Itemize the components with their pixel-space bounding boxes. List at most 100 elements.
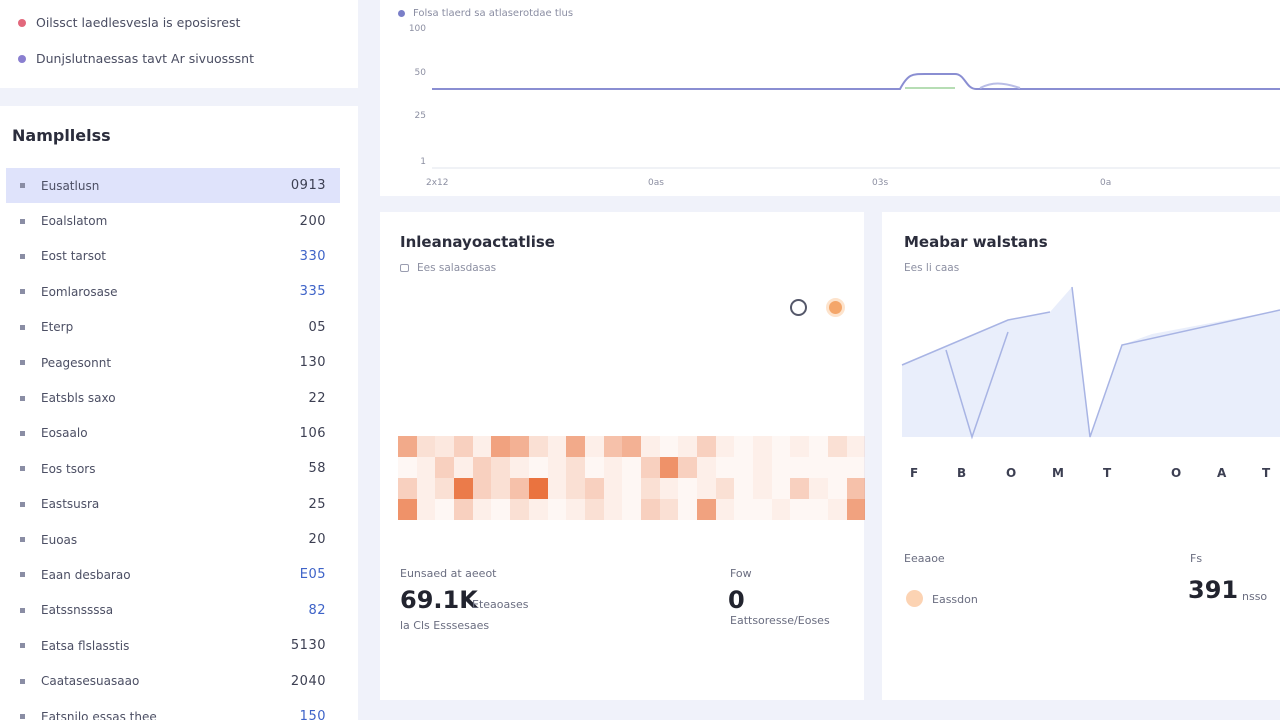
heatmap-cell: [622, 436, 641, 457]
list-item[interactable]: Eterp 05: [6, 310, 340, 345]
heatmap-cell: [697, 499, 716, 520]
top-line-chart: [432, 73, 1280, 169]
legend-item[interactable]: Eassdon: [932, 593, 978, 606]
list-item[interactable]: Euoas 20: [6, 522, 340, 557]
legend-dot-icon: [906, 590, 923, 607]
list-item-value: 20: [308, 532, 326, 548]
area-line: [945, 331, 1009, 440]
radio-option-off[interactable]: [790, 299, 807, 316]
list-item[interactable]: Eos tsors 58: [6, 451, 340, 486]
heatmap-cell: [472, 457, 492, 478]
list-item-label: Eatsbls saxo: [41, 391, 116, 406]
calendar-icon: [400, 264, 409, 272]
heatmap-cell: [622, 478, 641, 499]
bullet-icon: [20, 678, 25, 684]
heatmap-cell: [734, 499, 754, 520]
list-item-value: 200: [299, 213, 326, 229]
heatmap-cell: [640, 436, 660, 457]
area-title: Meabar walstans: [904, 233, 1048, 251]
heatmap-cell: [697, 436, 716, 457]
list-item[interactable]: Eaan desbarao E05: [6, 557, 340, 592]
heatmap-cell: [416, 457, 436, 478]
heatmap-cell: [528, 457, 548, 478]
x-tick-label: M: [1052, 466, 1064, 480]
heatmap-cell: [603, 499, 623, 520]
heatmap-cell: [827, 436, 847, 457]
heatmap-cell: [603, 478, 623, 499]
top-chart-panel: [380, 0, 1280, 196]
heatmap-cell: [454, 436, 473, 457]
area-line: [901, 311, 1051, 366]
heatmap-cell: [715, 457, 735, 478]
list-item-label: Eomlarosase: [41, 284, 118, 299]
heatmap-cell: [734, 478, 754, 499]
list-item-value: 150: [299, 709, 326, 720]
heatmap-cell: [584, 436, 604, 457]
list-item[interactable]: Eost tarsot 330: [6, 239, 340, 274]
x-tick-label: 2x12: [426, 178, 449, 188]
notification-item[interactable]: Oilssct laedlesvesla is eposisrest: [18, 15, 240, 30]
list-item[interactable]: Peagesonnt 130: [6, 345, 340, 380]
list-item-label: Eatsa flslasstis: [41, 638, 130, 653]
x-tick-label: 0a: [1100, 178, 1112, 188]
list-item-value: 330: [299, 248, 326, 264]
list-item-label: Eoalslatom: [41, 214, 108, 229]
heatmap-panel: [380, 212, 864, 700]
list-item-value: 130: [299, 355, 326, 371]
heatmap-cell: [790, 457, 810, 478]
heatmap-cell: [622, 499, 641, 520]
heatmap-cell: [809, 499, 828, 520]
heatmap-cell: [566, 478, 585, 499]
heatmap-cell: [454, 478, 473, 499]
bullet-icon: [20, 501, 25, 507]
heatmap-cell: [510, 478, 529, 499]
stat-value: 391: [1188, 576, 1239, 604]
list-item[interactable]: Eusatlusn 0913: [6, 168, 340, 204]
heatmap-cell: [491, 478, 511, 499]
list-item[interactable]: Eosaalo 106: [6, 416, 340, 451]
heatmap-cell: [435, 457, 455, 478]
bullet-icon: [20, 395, 25, 401]
heatmap-cell: [790, 436, 810, 457]
heatmap-cell: [528, 478, 548, 499]
list-item[interactable]: Eatsbls saxo 22: [6, 380, 340, 415]
stat-unit: Eteaoases: [472, 598, 529, 611]
radio-option-on[interactable]: [826, 298, 845, 317]
heatmap-cell: [454, 457, 473, 478]
list-title: Nampllelss: [12, 126, 111, 145]
heatmap-title: Inleanayoactatlise: [400, 233, 555, 251]
heatmap-cell: [510, 436, 529, 457]
list-item[interactable]: Caatasesuasaao 2040: [6, 663, 340, 698]
list-item[interactable]: Eastsusra 25: [6, 487, 340, 522]
list-item-value: 2040: [290, 673, 326, 689]
heatmap-cell: [640, 478, 660, 499]
heatmap-cell: [771, 478, 791, 499]
list-item[interactable]: Eatsnilo essas thee 150: [6, 699, 340, 720]
list-item-label: Eatsnilo essas thee: [41, 709, 157, 720]
bullet-icon: [20, 218, 25, 224]
bullet-icon: [20, 607, 25, 613]
notification-text: Oilssct laedlesvesla is eposisrest: [36, 15, 241, 30]
list-item[interactable]: Eatssnssssa 82: [6, 593, 340, 628]
heatmap-cell: [435, 436, 455, 457]
heatmap-cell: [472, 436, 492, 457]
list-item-label: Eaan desbarao: [41, 567, 131, 582]
list-item-label: Euoas: [41, 532, 78, 547]
x-tick-label: 03s: [872, 178, 889, 188]
series-line-bump: [979, 82, 1021, 89]
notification-item[interactable]: Dunjslutnaessas tavt Ar sivuosssnt: [18, 51, 254, 66]
list-item-label: Eosaalo: [41, 426, 88, 441]
heatmap-cell: [771, 457, 791, 478]
heatmap-cell: [715, 436, 735, 457]
heatmap-grid: [398, 436, 866, 520]
heatmap-cell: [771, 436, 791, 457]
heatmap-cell: [715, 478, 735, 499]
heatmap-cell: [790, 478, 810, 499]
list-item[interactable]: Eomlarosase 335: [6, 274, 340, 309]
top-chart-legend[interactable]: Folsa tlaerd sa atlaserotdae tlus: [398, 8, 573, 19]
list-item[interactable]: Eatsa flslasstis 5130: [6, 628, 340, 663]
heatmap-cell: [715, 499, 735, 520]
stat-unit: nsso: [1242, 590, 1268, 603]
list-item[interactable]: Eoalslatom 200: [6, 203, 340, 238]
heatmap-cell: [622, 457, 641, 478]
